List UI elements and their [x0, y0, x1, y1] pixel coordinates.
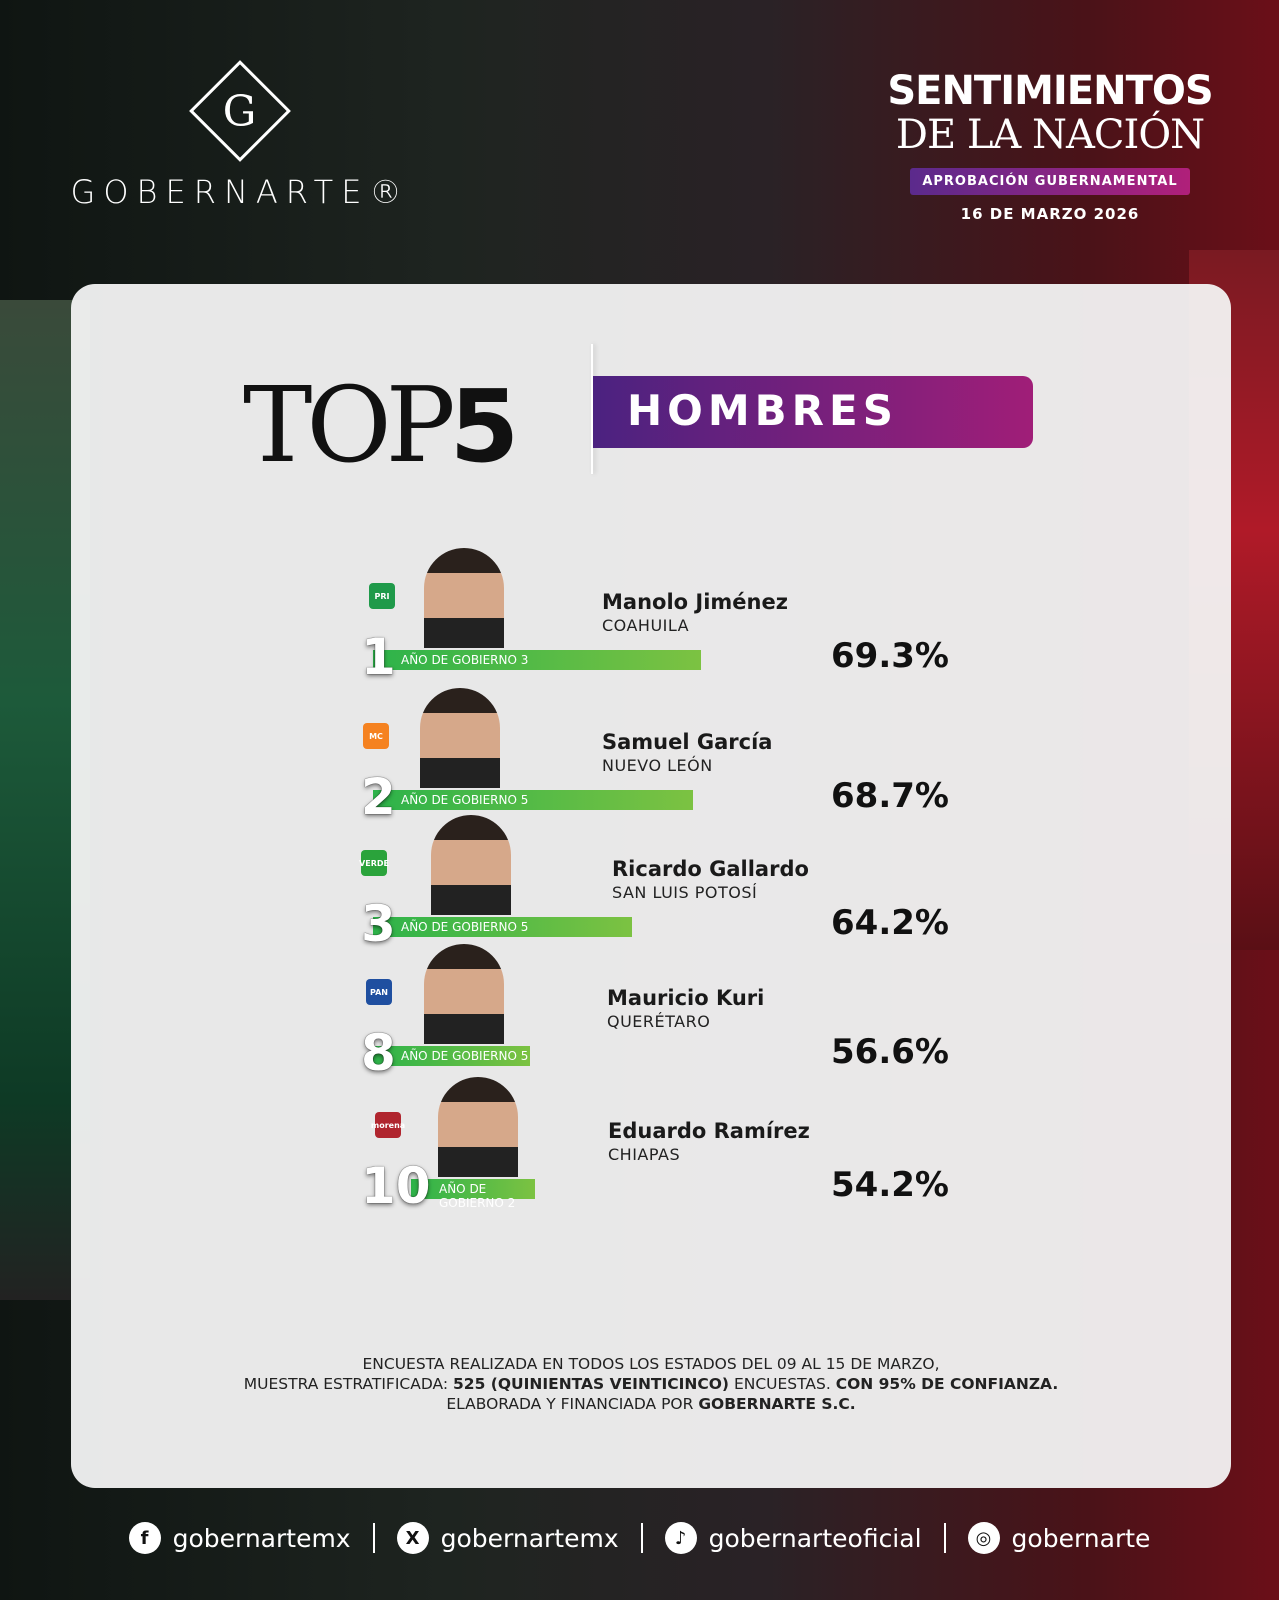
approval-value: 69.3%	[831, 636, 949, 676]
governor-name: Manolo Jiménez	[602, 590, 788, 614]
gobernarte-logo: G GOBERNARTE®	[70, 60, 410, 211]
date: 16 DE MARZO 2026	[960, 205, 1140, 223]
approval-value: 56.6%	[831, 1032, 949, 1072]
state-name: QUERÉTARO	[607, 1012, 711, 1031]
national-rank: 3	[361, 895, 396, 953]
ranking-row: PRI Manolo Jiménez COAHUILA AÑO DE GOBIE…	[361, 548, 981, 686]
party-logo-icon: PRI	[369, 583, 395, 609]
governor-name: Eduardo Ramírez	[608, 1119, 810, 1143]
survey-note: ENCUESTA REALIZADA EN TODOS LOS ESTADOS …	[243, 1355, 1059, 1413]
party-logo-icon: VERDE	[359, 850, 389, 876]
national-rank: 1	[361, 628, 396, 686]
approval-value: 54.2%	[831, 1165, 949, 1205]
separator	[640, 1523, 643, 1553]
brand-name: GOBERNARTE®	[70, 173, 410, 211]
national-rank: 8	[361, 1024, 396, 1082]
ranking-card: TOP5 HOMBRES PRI Manolo Jiménez COAHUILA…	[71, 284, 1231, 1488]
ranking-row: PAN Mauricio Kuri QUERÉTARO AÑO DE GOBIE…	[361, 944, 981, 1082]
title-line-2: DE LA NACIÓN	[895, 112, 1205, 158]
top5-heading: TOP5	[243, 364, 520, 486]
social-link[interactable]: ◎ gobernarte	[946, 1522, 1173, 1554]
year-bar: AÑO DE GOBIERNO 5	[373, 917, 632, 937]
state-name: COAHUILA	[602, 616, 690, 635]
year-bar: AÑO DE GOBIERNO 5	[373, 790, 693, 810]
facebook-icon: f	[128, 1522, 161, 1554]
party-logo-icon: PAN	[366, 979, 392, 1005]
governor-name: Samuel García	[602, 730, 773, 754]
year-bar: AÑO DE GOBIERNO 3	[373, 650, 701, 670]
header: SENTIMIENTOS DE LA NACIÓN APROBACIÓN GUB…	[880, 68, 1220, 223]
party-logo-icon: MC	[363, 723, 389, 749]
ranking-row: morena Eduardo Ramírez CHIAPAS AÑO DE GO…	[361, 1077, 981, 1215]
tiktok-icon: ♪	[664, 1522, 697, 1554]
year-bar: AÑO DE GOBIERNO 2	[411, 1179, 535, 1210]
social-handle: gobernarteoficial	[708, 1523, 922, 1553]
title-line-1: SENTIMIENTOS	[887, 68, 1213, 114]
year-bar: AÑO DE GOBIERNO 5	[373, 1046, 530, 1066]
social-handle: gobernarte	[1011, 1523, 1151, 1553]
social-link[interactable]: f gobernartemx	[107, 1522, 373, 1554]
ranking-row: VERDE Ricardo Gallardo SAN LUIS POTOSÍ A…	[359, 815, 981, 953]
social-handle: gobernartemx	[440, 1523, 619, 1553]
ranking-row: MC Samuel García NUEVO LEÓN AÑO DE GOBIE…	[361, 688, 981, 826]
state-name: NUEVO LEÓN	[602, 756, 713, 775]
governor-name: Ricardo Gallardo	[612, 857, 809, 881]
governor-photo	[420, 688, 500, 788]
category-banner: HOMBRES	[593, 376, 1033, 448]
approval-value: 64.2%	[831, 903, 949, 943]
party-logo-icon: morena	[371, 1112, 405, 1138]
national-rank: 10	[361, 1157, 431, 1215]
subtitle-pill: APROBACIÓN GUBERNAMENTAL	[910, 168, 1190, 195]
social-handle: gobernartemx	[172, 1523, 351, 1553]
governor-name: Mauricio Kuri	[607, 986, 765, 1010]
separator	[372, 1523, 375, 1553]
x-icon: X	[396, 1522, 429, 1554]
divider	[591, 344, 593, 474]
approval-value: 68.7%	[831, 776, 949, 816]
national-rank: 2	[361, 768, 396, 826]
governor-photo	[424, 548, 504, 648]
state-name: CHIAPAS	[608, 1145, 681, 1164]
governor-photo	[438, 1077, 518, 1177]
governor-photo	[424, 944, 504, 1044]
separator	[943, 1523, 946, 1553]
logo-diamond-icon: G	[189, 60, 291, 162]
governor-photo	[431, 815, 511, 915]
social-link[interactable]: ♪ gobernarteoficial	[643, 1522, 944, 1554]
instagram-icon: ◎	[967, 1522, 1000, 1554]
state-name: SAN LUIS POTOSÍ	[612, 883, 758, 902]
